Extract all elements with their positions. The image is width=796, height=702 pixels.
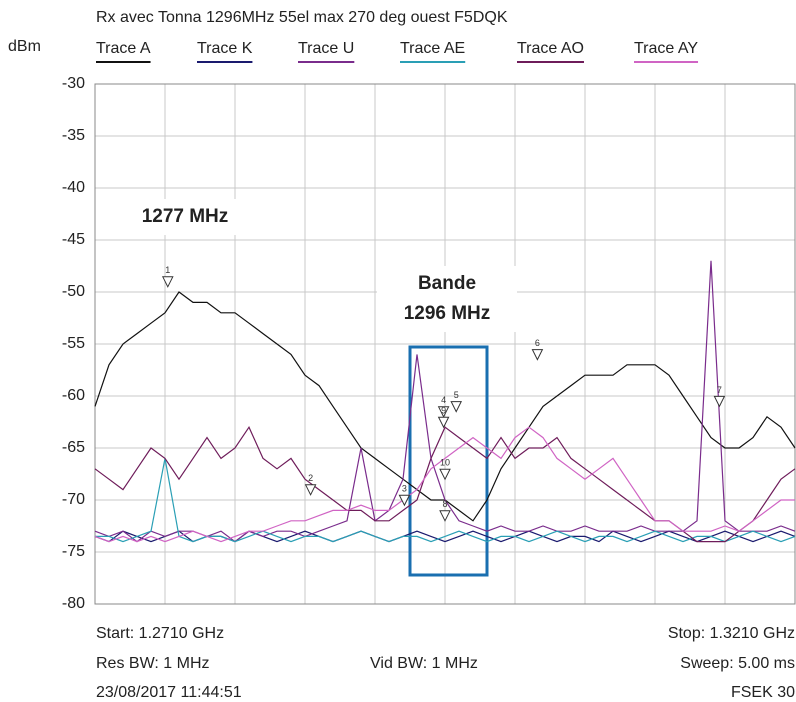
legend-label: Trace AE xyxy=(400,40,465,57)
marker-label: 1 xyxy=(165,265,170,275)
marker-label: 7 xyxy=(717,385,722,395)
plot-frame xyxy=(94,83,796,605)
legend-label: Trace K xyxy=(197,40,253,57)
marker xyxy=(437,416,450,429)
marker xyxy=(531,349,544,361)
trace-line xyxy=(94,426,795,543)
marker xyxy=(713,395,726,408)
footer-sweep: Sweep: 5.00 ms xyxy=(680,655,795,672)
y-tick-label: -65 xyxy=(62,439,85,456)
legend-label: Trace A xyxy=(96,40,151,57)
footer-vid-bw: Vid BW: 1 MHz xyxy=(370,655,478,672)
marker-label: 6 xyxy=(535,338,540,348)
y-tick-label: -60 xyxy=(62,387,85,404)
legend-label: Trace AY xyxy=(634,40,698,57)
annotation: 1277 MHz xyxy=(142,206,229,227)
band-box xyxy=(408,345,489,577)
legend-label: Trace AO xyxy=(517,40,584,57)
marker xyxy=(161,276,174,288)
annotation: Bande xyxy=(418,273,476,294)
y-tick-label: -45 xyxy=(62,231,85,248)
footer-date: 23/08/2017 11:44:51 xyxy=(96,684,242,701)
footer-stop: Stop: 1.3210 GHz xyxy=(668,625,795,642)
y-tick-label: -55 xyxy=(62,335,85,352)
y-tick-label: -75 xyxy=(62,543,85,560)
y-tick-label: -35 xyxy=(62,127,85,144)
marker xyxy=(398,494,411,507)
y-tick-label: -40 xyxy=(62,179,85,196)
y-tick-label: -80 xyxy=(62,595,85,612)
footer-model: FSEK 30 xyxy=(731,684,795,701)
legend-label: Trace U xyxy=(298,40,354,57)
trace-line xyxy=(95,458,796,543)
trace-line xyxy=(94,260,796,543)
y-tick-label: -30 xyxy=(62,75,85,92)
marker xyxy=(439,468,451,481)
marker-label: 2 xyxy=(308,473,313,483)
y-axis-label: dBm xyxy=(8,38,41,55)
marker xyxy=(450,401,463,413)
annotation: 1296 MHz xyxy=(404,303,491,324)
y-tick-label: -50 xyxy=(62,283,85,300)
marker-label: 8 xyxy=(442,499,447,509)
chart-title: Rx avec Tonna 1296MHz 55el max 270 deg o… xyxy=(96,9,508,26)
marker-label: 3 xyxy=(402,484,407,494)
y-tick-label: -70 xyxy=(62,491,85,508)
annotation-bg xyxy=(377,266,517,332)
annotation-bg xyxy=(115,199,255,235)
marker xyxy=(437,406,450,418)
marker-label: 10 xyxy=(440,458,450,468)
marker-label: 4 xyxy=(441,395,446,405)
marker-label: 9 xyxy=(441,406,446,416)
marker xyxy=(304,484,317,496)
footer-res-bw: Res BW: 1 MHz xyxy=(96,655,210,672)
marker xyxy=(439,510,451,522)
footer-start: Start: 1.2710 GHz xyxy=(96,625,224,642)
marker-label: 5 xyxy=(454,390,459,400)
